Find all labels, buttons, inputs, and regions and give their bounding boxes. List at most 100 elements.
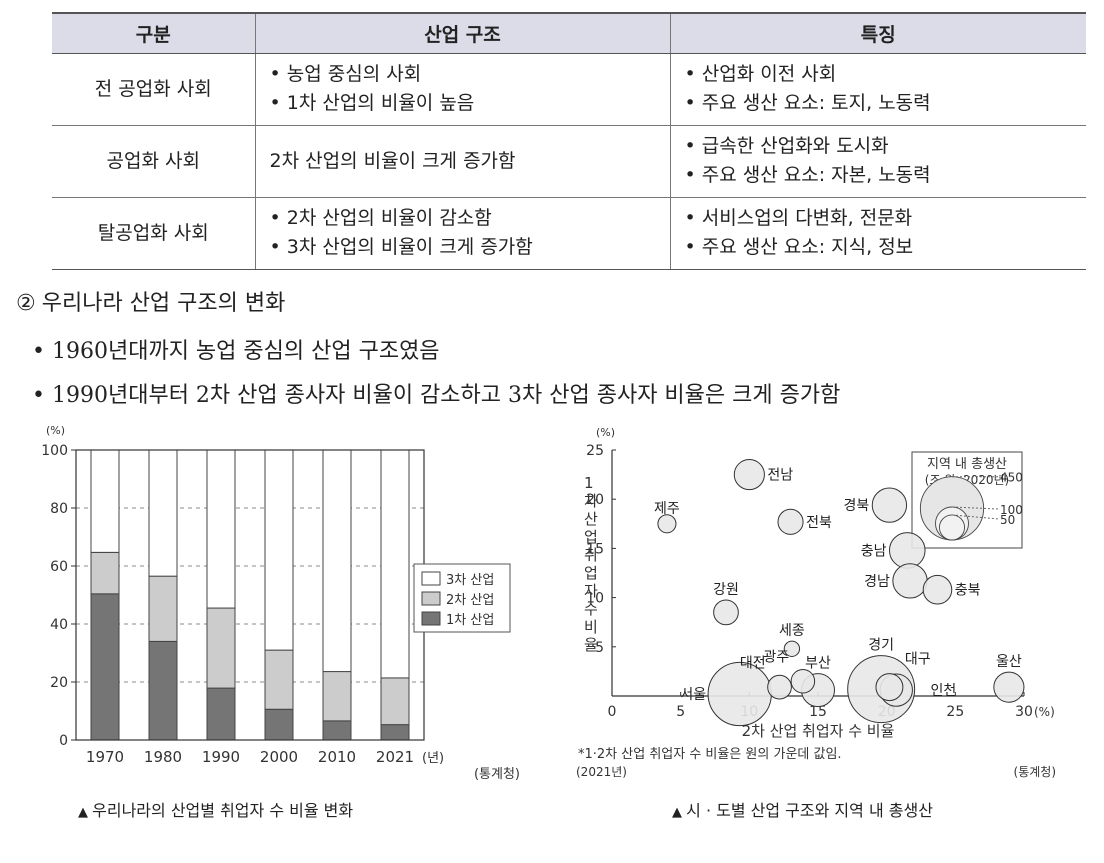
section-title-text: 우리나라 산업 구조의 변화 bbox=[41, 291, 286, 316]
section-bullet-2: 1990년대부터 2차 산업 종사자 비율이 감소하고 3차 산업 종사자 비율… bbox=[32, 377, 840, 409]
size-legend-title: 지역 내 총생산 bbox=[927, 457, 1007, 472]
region-label: 세종 bbox=[779, 623, 805, 639]
y-axis-unit: (%) bbox=[46, 424, 65, 437]
legend-label: 1차 산업 bbox=[446, 613, 494, 628]
x-tick-label: 1990 bbox=[202, 748, 240, 766]
region-bubble bbox=[777, 508, 804, 535]
region-bubble bbox=[888, 532, 926, 569]
y-tick-label: 100 bbox=[41, 443, 68, 459]
bar-segment bbox=[206, 687, 236, 741]
region-label: 인천 bbox=[930, 683, 956, 699]
y-tick-label: 20 bbox=[586, 492, 604, 508]
structure-line: 2차 산업의 비율이 감소함 bbox=[270, 204, 656, 233]
region-bubble bbox=[790, 668, 816, 694]
region-bubble bbox=[783, 640, 801, 657]
region-label: 대전 bbox=[740, 655, 766, 671]
bar-segment bbox=[264, 449, 294, 651]
feature-line: 서비스업의 다변화, 전문화 bbox=[685, 204, 1073, 233]
row-features-cell: 급속한 산업화와 도시화주요 생산 요소: 자본, 노동력 bbox=[669, 125, 1086, 198]
size-legend-value: 50 bbox=[1000, 513, 1015, 527]
bar-segment bbox=[264, 649, 294, 710]
x-tick-label: 1980 bbox=[144, 748, 182, 766]
y-tick-label: 40 bbox=[50, 617, 68, 633]
y-axis-unit: (%) bbox=[596, 426, 615, 439]
region-label: 전북 bbox=[806, 515, 832, 531]
row-features-cell: 산업화 이전 사회주요 생산 요소: 토지, 노동력 bbox=[669, 53, 1086, 126]
employment-share-bar-chart: 0 20 40 60 80 100 (%) 1970 1980 1990 2000 2010 2021 (… bbox=[41, 424, 520, 782]
bar-segment bbox=[90, 593, 120, 741]
table-body: 전 공업화 사회농업 중심의 사회1차 산업의 비율이 높음산업화 이전 사회주… bbox=[52, 53, 1086, 270]
bar-segment bbox=[322, 720, 352, 741]
structure-line: 농업 중심의 사회 bbox=[270, 60, 656, 89]
section-bullet-1: 1960년대까지 농업 중심의 산업 구조였음 bbox=[32, 333, 440, 365]
legend-swatch bbox=[421, 591, 441, 606]
region-bubble bbox=[713, 599, 739, 626]
region-label: 대구 bbox=[905, 652, 931, 668]
region-bubble bbox=[892, 563, 928, 599]
y-tick-label: 80 bbox=[50, 501, 68, 517]
y-tick-label: 10 bbox=[586, 591, 604, 607]
region-bubble bbox=[657, 514, 677, 534]
size-legend-circle bbox=[939, 514, 965, 541]
plot-frame bbox=[75, 449, 425, 741]
legend-swatch bbox=[421, 611, 441, 626]
feature-line: 주요 생산 요소: 지식, 정보 bbox=[685, 233, 1073, 262]
table-header-structure: 산업 구조 bbox=[254, 12, 670, 54]
y-tick-label: 0 bbox=[59, 733, 68, 749]
x-tick-label: 5 bbox=[676, 704, 685, 720]
row-structure-cell: 2차 산업의 비율이 감소함3차 산업의 비율이 크게 증가함 bbox=[254, 197, 670, 270]
region-bubble bbox=[707, 661, 772, 727]
region-bubble bbox=[871, 487, 908, 523]
table-header-category: 구분 bbox=[52, 12, 255, 54]
section-number: ② bbox=[16, 291, 36, 316]
x-tick-label: 2000 bbox=[260, 748, 298, 766]
row-category-cell: 탈공업화 사회 bbox=[52, 197, 255, 270]
region-label: 울산 bbox=[996, 654, 1022, 670]
feature-line: 주요 생산 요소: 자본, 노동력 bbox=[685, 161, 1073, 190]
bar-segment bbox=[148, 575, 178, 642]
bar-segment bbox=[90, 551, 120, 595]
chart-note: *1·2차 산업 취업자 수 비율은 원의 가운데 값임. bbox=[578, 747, 842, 762]
region-label: 충북 bbox=[955, 583, 981, 599]
bar-segment bbox=[148, 640, 178, 741]
region-label: 경북 bbox=[843, 498, 869, 514]
bar-segment bbox=[380, 449, 410, 679]
y-tick-label: 60 bbox=[50, 559, 68, 575]
region-label: 부산 bbox=[805, 656, 831, 672]
source-label: (통계청) bbox=[474, 767, 520, 782]
industry-structure-table: 구분 산업 구조 특징 전 공업화 사회농업 중심의 사회1차 산업의 비율이 … bbox=[52, 12, 1086, 270]
region-label: 경남 bbox=[864, 574, 890, 590]
row-structure-cell: 농업 중심의 사회1차 산업의 비율이 높음 bbox=[254, 53, 670, 126]
region-label: 광주 bbox=[763, 649, 789, 665]
legend-label: 3차 산업 bbox=[446, 573, 494, 588]
region-label: 제주 bbox=[654, 501, 680, 517]
bar-segment bbox=[264, 708, 294, 741]
region-bubble bbox=[767, 674, 792, 700]
region-bubble bbox=[993, 671, 1025, 703]
table-header-row: 구분 산업 구조 특징 bbox=[52, 12, 1086, 54]
bar-segment bbox=[206, 607, 236, 689]
y-tick-label: 5 bbox=[595, 640, 604, 656]
y-tick-label: 25 bbox=[586, 443, 604, 459]
row-structure-cell: 2차 산업의 비율이 크게 증가함 bbox=[254, 125, 670, 198]
region-label: 충남 bbox=[861, 543, 887, 559]
bar-segment bbox=[322, 449, 352, 673]
legend-label: 2차 산업 bbox=[446, 593, 494, 608]
region-label: 서울 bbox=[680, 687, 706, 703]
structure-line: 1차 산업의 비율이 높음 bbox=[270, 89, 656, 118]
feature-line: 급속한 산업화와 도시화 bbox=[685, 132, 1073, 161]
x-tick-label: 2010 bbox=[318, 748, 356, 766]
x-tick-label: 2021 bbox=[376, 748, 414, 766]
bar-segment bbox=[206, 449, 236, 609]
x-axis-title: 2차 산업 취업자 수 비율 bbox=[742, 722, 895, 740]
x-tick-label: 25 bbox=[946, 704, 964, 720]
region-bubble bbox=[922, 574, 953, 605]
x-tick-label: 15 bbox=[809, 704, 827, 720]
x-tick-label: 30 bbox=[1015, 704, 1033, 720]
structure-line: 2차 산업의 비율이 크게 증가함 bbox=[269, 149, 516, 172]
x-axis-unit: (%) bbox=[1034, 705, 1055, 719]
size-legend-value: 450 bbox=[1000, 471, 1023, 485]
table-row: 공업화 사회 2차 산업의 비율이 크게 증가함 급속한 산업화와 도시화주요 생산… bbox=[52, 125, 1086, 198]
